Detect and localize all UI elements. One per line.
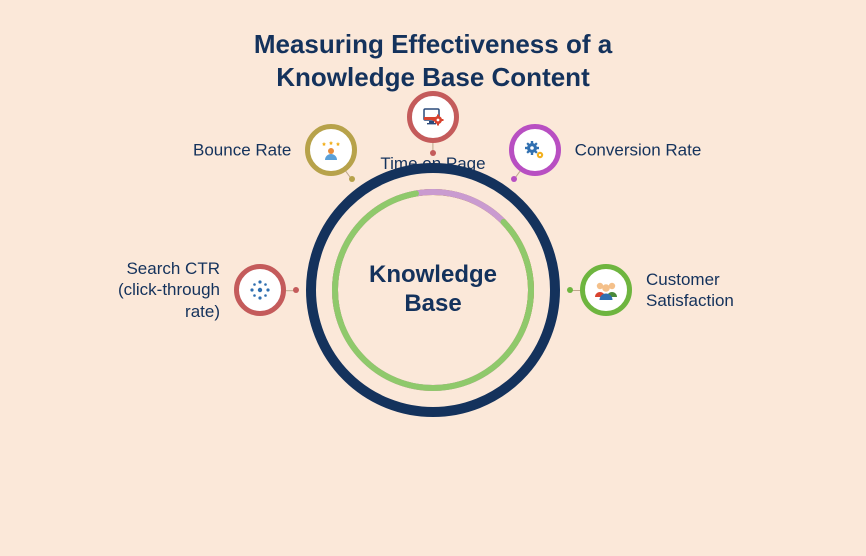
label-conversion-rate: Conversion Rate xyxy=(575,139,702,160)
title-line-2: Knowledge Base Content xyxy=(276,62,589,92)
center-label-line-2: Base xyxy=(404,290,461,317)
node-search-ctr xyxy=(234,264,286,316)
center-label: Knowledge Base xyxy=(343,261,523,319)
connector-dot-customer-satisfaction xyxy=(567,287,573,293)
sparkle-icon xyxy=(241,271,279,309)
node-time-on-page xyxy=(407,91,459,143)
label-time-on-page: Time on Page xyxy=(380,153,485,174)
monitor-gear-icon xyxy=(414,98,452,136)
people-icon xyxy=(587,271,625,309)
connector-dot-search-ctr xyxy=(293,287,299,293)
title-line-1: Measuring Effectiveness of a xyxy=(254,29,612,59)
connector-dot-bounce-rate xyxy=(349,176,355,182)
connector-dot-conversion-rate xyxy=(511,176,517,182)
gears-icon xyxy=(516,131,554,169)
person-stars-icon xyxy=(312,131,350,169)
node-bounce-rate xyxy=(305,124,357,176)
label-search-ctr: Search CTR (click-through rate) xyxy=(118,258,220,322)
label-customer-satisfaction: Customer Satisfaction xyxy=(646,269,734,312)
center-label-line-1: Knowledge xyxy=(369,261,497,288)
page-title: Measuring Effectiveness of a Knowledge B… xyxy=(0,28,866,93)
node-conversion-rate xyxy=(509,124,561,176)
node-customer-satisfaction xyxy=(580,264,632,316)
label-bounce-rate: Bounce Rate xyxy=(193,139,291,160)
